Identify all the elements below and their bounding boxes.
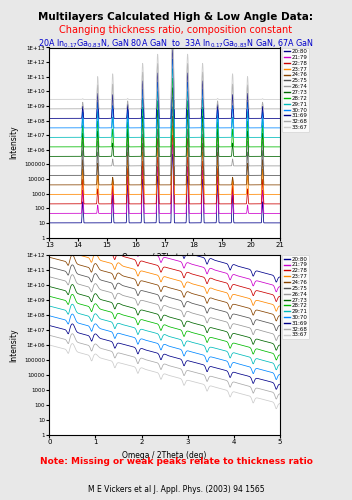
X-axis label: Omega / 2Theta (deg): Omega / 2Theta (deg) [122,450,207,460]
Text: M E Vickers et al J. Appl. Phys. (2003) 94 1565: M E Vickers et al J. Appl. Phys. (2003) … [88,485,264,494]
Legend: 20:80, 21:79, 22:78, 23:77, 24:76, 25:75, 26:74, 27:73, 28:72, 29:71, 30:70, 31:: 20:80, 21:79, 22:78, 23:77, 24:76, 25:75… [282,48,309,132]
Text: Changing thickness ratio, composition constant: Changing thickness ratio, composition co… [59,25,293,35]
Y-axis label: Intensity: Intensity [10,328,19,362]
Text: Multilayers Calculated High & Low Angle Data:: Multilayers Calculated High & Low Angle … [38,12,314,22]
Text: 20A $\mathregular{In_{0.17}Ga_{0.83}}$N, GaN 80A GaN  to  33A $\mathregular{In_{: 20A $\mathregular{In_{0.17}Ga_{0.83}}$N,… [38,38,314,50]
X-axis label: Omega / 2Theta (deg): Omega / 2Theta (deg) [122,253,207,262]
Y-axis label: Intensity: Intensity [10,126,19,160]
Text: Note: Missing or weak peaks relate to thickness ratio: Note: Missing or weak peaks relate to th… [39,458,313,466]
Legend: 20:80, 21:79, 22:78, 23:77, 24:76, 25:75, 26:74, 27:73, 28:72, 29:71, 30:70, 31:: 20:80, 21:79, 22:78, 23:77, 24:76, 25:75… [282,255,309,339]
